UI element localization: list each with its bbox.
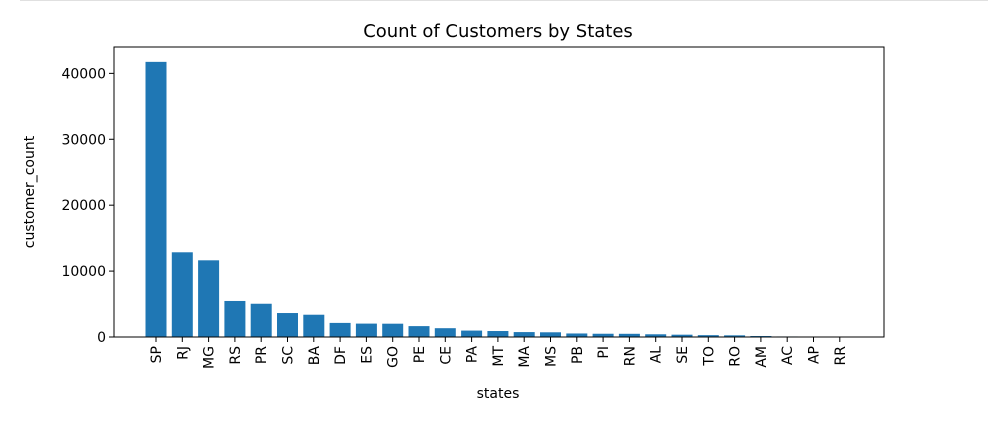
x-axis-label: states	[477, 386, 520, 402]
x-tick-label-ac: AC	[780, 346, 796, 365]
bar-sp	[145, 61, 167, 338]
bar-to	[697, 335, 719, 337]
bar-mt	[487, 331, 509, 337]
bar-go	[382, 323, 404, 337]
bar-ma	[513, 332, 535, 337]
bar-df	[329, 322, 351, 337]
x-tick-label-pa: PA	[465, 346, 481, 364]
x-tick-label-to: TO	[701, 346, 717, 367]
x-tick-label-pr: PR	[254, 346, 270, 364]
x-tick-label-ma: MA	[517, 346, 533, 368]
x-tick-label-ba: BA	[307, 346, 323, 366]
bar-pa	[461, 330, 483, 337]
bar-se	[671, 334, 693, 337]
x-tick-label-go: GO	[386, 346, 402, 368]
y-axis-label: customer_count	[22, 135, 38, 248]
bar-ro	[724, 335, 746, 337]
bar-sc	[277, 313, 298, 337]
bar-pe	[408, 326, 430, 337]
x-tick-label-ce: CE	[438, 346, 454, 365]
x-tick-label-rj: RJ	[175, 346, 191, 360]
x-tick-label-se: SE	[675, 346, 691, 364]
x-tick-label-ms: MS	[544, 346, 560, 367]
bar-es	[355, 323, 377, 337]
bar-rn	[618, 333, 640, 337]
plot-frame	[113, 46, 885, 338]
y-axis: 0 10000 20000 30000 40000	[61, 66, 114, 346]
y-tick-label: 0	[97, 330, 106, 346]
x-tick-label-ap: AP	[807, 346, 823, 364]
x-tick-label-pb: PB	[570, 346, 586, 364]
x-tick-label-es: ES	[359, 346, 375, 364]
x-tick-label-rn: RN	[622, 346, 638, 366]
x-tick-label-mt: MT	[491, 346, 507, 367]
chart-title: Count of Customers by States	[363, 21, 633, 42]
y-tick-label: 10000	[61, 264, 106, 280]
bar-ms	[540, 332, 561, 337]
x-tick-label-pe: PE	[412, 346, 428, 363]
top-divider	[20, 0, 988, 1]
bar-pi	[592, 333, 614, 337]
x-tick-label-al: AL	[649, 346, 665, 364]
x-tick-label-am: AM	[754, 346, 770, 368]
x-tick-label-rr: RR	[833, 346, 849, 366]
bar-mg	[198, 260, 220, 337]
x-tick-label-pi: PI	[596, 346, 612, 359]
x-tick-label-mg: MG	[202, 346, 218, 369]
x-tick-label-ro: RO	[728, 346, 744, 367]
bars-group	[145, 61, 851, 338]
x-tick-label-sc: SC	[281, 346, 297, 365]
y-tick-label: 30000	[61, 132, 106, 148]
y-tick-label: 20000	[61, 198, 106, 214]
bar-rs	[224, 300, 246, 337]
x-tick-label-rs: RS	[228, 346, 244, 365]
y-tick-label: 40000	[61, 66, 106, 82]
bar-ba	[303, 314, 325, 337]
bar-al	[645, 334, 667, 337]
bar-pr	[250, 303, 272, 337]
x-tick-label-df: DF	[333, 346, 349, 365]
x-axis: SP RJ MG RS PR SC BA DF ES GO PE CE PA MT MA MS PB PI RN AL…	[149, 337, 849, 369]
bar-pb	[566, 333, 588, 337]
bar-rj	[171, 252, 193, 337]
x-tick-label-sp: SP	[149, 346, 165, 363]
bar-ce	[434, 328, 456, 337]
